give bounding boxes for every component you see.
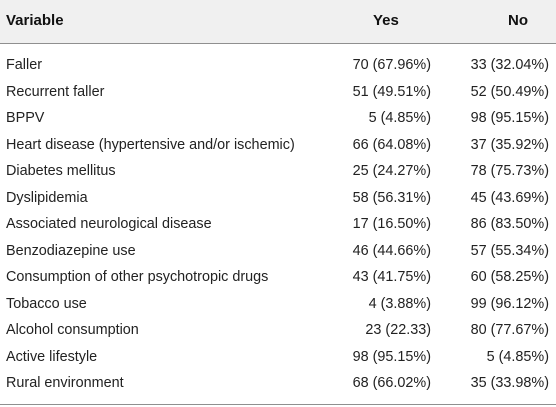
table-row: Recurrent faller 51 (49.51%) 52 (50.49%) [0, 82, 556, 109]
yes-cell: 51 (49.51%) [352, 83, 431, 100]
no-cell: 78 (75.73%) [470, 163, 549, 179]
table-row: Associated neurological disease 17 (16.5… [0, 214, 556, 241]
variable-cell: Benzodiazepine use [6, 242, 136, 259]
no-cell: 33 (32.04%) [470, 57, 549, 73]
header-variable: Variable [6, 12, 64, 29]
yes-cell: 23 (22.33) [365, 322, 431, 338]
yes-cell: 5 (4.85%) [368, 110, 431, 126]
variable-cell: Heart disease (hypertensive and/or ische… [6, 136, 295, 153]
table-row: Dyslipidemia 58 (56.31%) 45 (43.69%) [0, 188, 556, 215]
no-cell: 5 (4.85%) [486, 348, 549, 365]
no-cell: 86 (83.50%) [470, 216, 549, 232]
no-cell: 57 (55.34%) [470, 242, 549, 259]
no-cell: 35 (33.98%) [470, 375, 549, 391]
table-row: BPPV 5 (4.85%) 98 (95.15%) [0, 108, 556, 135]
table-row: Tobacco use 4 (3.88%) 99 (96.12%) [0, 294, 556, 321]
table-row: Alcohol consumption 23 (22.33) 80 (77.67… [0, 320, 556, 347]
yes-cell: 43 (41.75%) [352, 269, 431, 285]
variable-cell: Consumption of other psychotropic drugs [6, 269, 269, 285]
variable-cell: BPPV [6, 110, 45, 126]
yes-cell: 17 (16.50%) [352, 216, 431, 232]
variable-cell: Dyslipidemia [6, 189, 88, 206]
variable-cell: Tobacco use [6, 295, 87, 312]
table-row: Rural environment 68 (66.02%) 35 (33.98%… [0, 373, 556, 400]
variable-cell: Associated neurological disease [6, 216, 212, 232]
yes-cell: 70 (67.96%) [352, 57, 431, 73]
variable-cell: Rural environment [6, 375, 124, 391]
yes-cell: 25 (24.27%) [352, 163, 431, 179]
table-row: Benzodiazepine use 46 (44.66%) 57 (55.34… [0, 241, 556, 268]
table-body: Faller 70 (67.96%) 33 (32.04%) Recurrent… [0, 55, 556, 400]
table-row: Faller 70 (67.96%) 33 (32.04%) [0, 55, 556, 82]
table-bottom-rule [0, 404, 556, 405]
yes-cell: 58 (56.31%) [352, 189, 431, 206]
no-cell: 99 (96.12%) [470, 295, 549, 312]
variable-cell: Alcohol consumption [6, 322, 139, 338]
no-cell: 98 (95.15%) [470, 110, 549, 126]
no-cell: 80 (77.67%) [470, 322, 549, 338]
variable-cell: Recurrent faller [6, 83, 105, 100]
yes-cell: 46 (44.66%) [352, 242, 431, 259]
no-cell: 37 (35.92%) [470, 136, 549, 153]
yes-cell: 4 (3.88%) [368, 295, 431, 312]
yes-cell: 98 (95.15%) [352, 348, 431, 365]
no-cell: 60 (58.25%) [470, 269, 549, 285]
variable-cell: Diabetes mellitus [6, 163, 116, 179]
variable-cell: Faller [6, 57, 42, 73]
table-row: Active lifestyle 98 (95.15%) 5 (4.85%) [0, 347, 556, 374]
no-cell: 52 (50.49%) [470, 83, 549, 100]
variable-cell: Active lifestyle [6, 348, 98, 365]
no-cell: 45 (43.69%) [470, 189, 549, 206]
header-yes: Yes [373, 12, 399, 29]
yes-cell: 68 (66.02%) [352, 375, 431, 391]
table-row: Consumption of other psychotropic drugs … [0, 267, 556, 294]
table-header: Variable Yes No [0, 0, 556, 44]
yes-cell: 66 (64.08%) [352, 136, 431, 153]
header-no: No [508, 12, 528, 29]
table-row: Heart disease (hypertensive and/or ische… [0, 135, 556, 162]
table-row: Diabetes mellitus 25 (24.27%) 78 (75.73%… [0, 161, 556, 188]
